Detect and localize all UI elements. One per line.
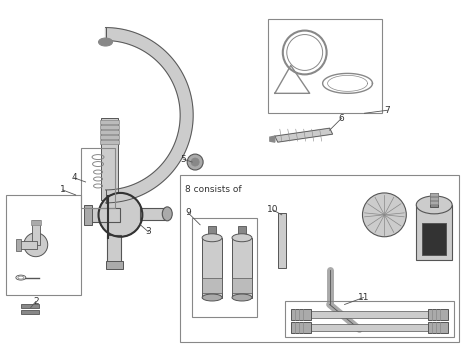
Text: 5: 5 bbox=[180, 155, 186, 163]
Bar bbox=[430, 201, 438, 204]
Ellipse shape bbox=[232, 234, 252, 242]
Bar bbox=[422, 223, 446, 255]
Text: 4: 4 bbox=[72, 174, 78, 182]
Bar bbox=[309, 312, 430, 318]
Ellipse shape bbox=[202, 294, 222, 301]
Bar bbox=[232, 278, 252, 293]
Bar bbox=[208, 226, 216, 240]
Text: 10: 10 bbox=[267, 205, 279, 214]
Text: 6: 6 bbox=[339, 114, 345, 123]
Text: 3: 3 bbox=[146, 227, 151, 236]
Ellipse shape bbox=[162, 207, 172, 221]
Bar bbox=[430, 193, 438, 196]
Circle shape bbox=[24, 233, 48, 257]
Bar bbox=[428, 322, 448, 333]
Ellipse shape bbox=[416, 196, 452, 214]
Bar bbox=[232, 238, 252, 298]
Polygon shape bbox=[270, 136, 275, 142]
Text: 9: 9 bbox=[185, 208, 191, 217]
Bar bbox=[140, 208, 165, 220]
Polygon shape bbox=[106, 28, 193, 203]
Text: 2: 2 bbox=[33, 297, 39, 306]
Bar bbox=[21, 310, 39, 314]
Ellipse shape bbox=[99, 38, 113, 46]
Bar bbox=[430, 193, 438, 207]
Text: 8 consists of: 8 consists of bbox=[185, 185, 242, 194]
Bar bbox=[100, 120, 120, 124]
Circle shape bbox=[191, 158, 199, 166]
Bar bbox=[291, 309, 311, 320]
Bar bbox=[202, 238, 222, 298]
Bar bbox=[21, 304, 39, 308]
Ellipse shape bbox=[202, 234, 222, 242]
Bar bbox=[80, 148, 115, 208]
Bar bbox=[180, 175, 459, 342]
Polygon shape bbox=[275, 128, 332, 142]
Bar bbox=[100, 130, 120, 134]
Text: 11: 11 bbox=[358, 293, 369, 302]
Bar bbox=[100, 140, 120, 144]
Text: 7: 7 bbox=[385, 106, 390, 115]
Bar bbox=[416, 205, 452, 260]
Circle shape bbox=[187, 154, 203, 170]
Circle shape bbox=[99, 193, 142, 237]
Bar bbox=[278, 213, 286, 268]
Bar bbox=[428, 309, 448, 320]
Bar bbox=[84, 205, 92, 225]
Circle shape bbox=[363, 193, 406, 237]
Bar bbox=[309, 324, 430, 331]
Bar bbox=[86, 208, 120, 222]
Bar bbox=[19, 241, 37, 249]
Bar bbox=[32, 220, 40, 245]
Bar bbox=[291, 322, 311, 333]
Bar bbox=[192, 218, 257, 317]
Bar bbox=[16, 239, 21, 251]
Bar bbox=[31, 220, 41, 225]
Bar bbox=[106, 261, 123, 269]
Bar bbox=[6, 195, 80, 294]
Bar bbox=[202, 278, 222, 293]
Bar bbox=[238, 226, 246, 240]
Bar bbox=[268, 19, 382, 113]
Bar bbox=[430, 197, 438, 200]
Bar bbox=[100, 118, 119, 200]
Bar bbox=[285, 301, 454, 337]
Bar bbox=[100, 125, 120, 129]
Text: 1: 1 bbox=[60, 186, 66, 195]
Bar bbox=[107, 235, 121, 262]
Bar bbox=[100, 135, 120, 139]
Ellipse shape bbox=[232, 294, 252, 301]
